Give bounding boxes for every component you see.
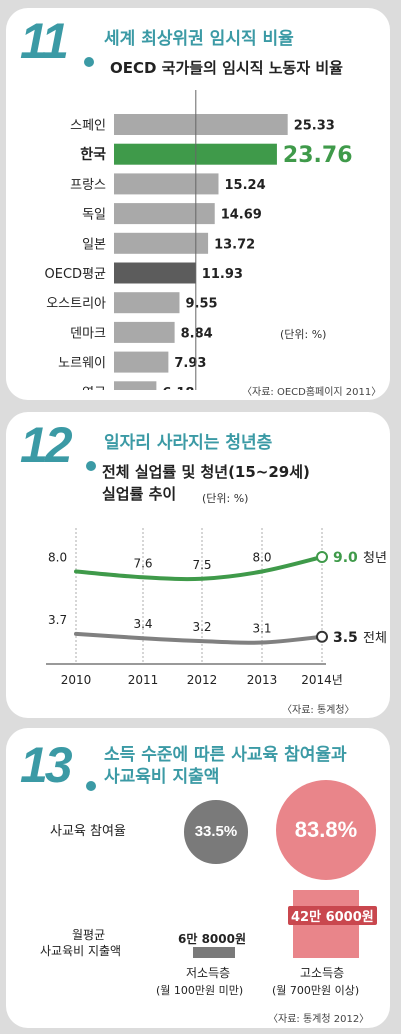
bar [114, 232, 209, 254]
section-12-card: 12 일자리 사라지는 청년층 전체 실업률 및 청년(15~29세) 실업률 … [6, 412, 390, 718]
section-11-unit: (단위: %) [280, 328, 327, 341]
section-12-title: 일자리 사라지는 청년층 [104, 433, 273, 453]
bar [114, 262, 196, 284]
youth-point-label: 8.0 [48, 551, 67, 565]
total-series-name: 전체 [363, 631, 387, 646]
low-income-sublabel: (월 100만원 미만) [156, 984, 244, 997]
total-point-label: 3.4 [133, 617, 152, 631]
section-12-subtitle-line2: 실업률 추이 [102, 485, 177, 503]
section-11-subtitle: OECD 국가들의 임시직 노동자 비율 [110, 59, 343, 77]
section-12-number: 12 [20, 417, 73, 473]
total-point-label: 3.2 [192, 620, 211, 634]
section-13-title-line2: 사교육비 지출액 [104, 767, 220, 787]
participation-rate-label: 사교육 참여율 [50, 824, 126, 839]
bar [114, 114, 288, 135]
high-income-sublabel: (월 700만원 이상) [272, 984, 360, 997]
total-series-line [74, 631, 324, 645]
bar [114, 351, 169, 373]
youth-series-line [74, 555, 324, 582]
bar-category-label: 프랑스 [70, 178, 106, 193]
bar-value-label: 9.55 [185, 297, 217, 312]
bar-value-label: 7.93 [174, 356, 206, 371]
total-end-point [316, 630, 328, 643]
section-11-card: 11 세계 최상위권 임시직 비율 OECD 국가들의 임시직 노동자 비율 스… [6, 8, 390, 400]
section-11-number: 11 [20, 13, 69, 69]
section-13-source: 〈자료: 통계청 2012〉 [268, 1014, 370, 1025]
low-income-rate-value: 33.5% [194, 823, 238, 841]
section-13-number: 13 [20, 737, 73, 793]
bar [114, 321, 175, 343]
bar [114, 292, 180, 314]
monthly-spend-label-line1: 월평균 [72, 928, 106, 942]
section-12-source: 〈자료: 통계청〉 [282, 705, 355, 716]
section-11-source: 〈자료: OECD홈페이지 2011〉 [242, 387, 382, 398]
total-point-label: 3.5 [333, 630, 358, 646]
youth-end-point [316, 551, 328, 563]
high-income-rate-value: 83.8% [294, 817, 358, 842]
bar-value-label: 13.72 [214, 237, 255, 252]
bar-value-label: 11.93 [202, 267, 243, 282]
youth-point-label: 8.0 [252, 551, 271, 565]
bar-value-label: 15.24 [225, 178, 266, 193]
section-12-number-dot [86, 461, 96, 471]
x-tick-label: 2012 [187, 673, 218, 687]
high-income-rate-circle: 83.8% [276, 780, 376, 880]
total-point-label: 3.7 [48, 613, 67, 627]
bar-category-label: 노르웨이 [58, 356, 106, 371]
bar-category-label: 스페인 [70, 119, 106, 134]
youth-point-label: 7.5 [192, 558, 211, 572]
section-13-card: 13 소득 수준에 따른 사교육 참여율과 사교육비 지출액 사교육 참여율 3… [6, 728, 390, 1028]
low-income-rate-circle: 33.5% [184, 800, 248, 864]
x-tick-label: 2011 [128, 673, 159, 687]
bar-value-label: 25.33 [294, 119, 335, 134]
x-tick-label: 2014년 [301, 673, 343, 687]
high-income-label: 고소득층 [300, 966, 345, 980]
bar-category-label: OECD평균 [45, 267, 106, 282]
bar-category-label: 덴마크 [70, 326, 106, 341]
temporary-worker-bar-chart: 스페인 25.33 한국 23.76 프랑스 15.24 독일 14.69 일본 13.72 OEC… [45, 90, 353, 390]
low-income-label: 저소득층 [186, 966, 231, 980]
section-13-number-dot [86, 781, 96, 791]
youth-series-name: 청년 [363, 551, 387, 566]
bar-category-label: 영국 [82, 386, 106, 390]
section-12-subtitle-line1: 전체 실업률 및 청년(15~29세) [102, 463, 310, 481]
bar [114, 203, 215, 225]
unemployment-line-chart: 2010 2011 2012 2013 2014년 8.0 7.6 7.5 8.0 9.0 청년 3.… [46, 528, 387, 687]
youth-point-label: 9.0 [333, 550, 358, 566]
section-11-title: 세계 최상위권 임시직 비율 [104, 29, 294, 49]
low-income-spend-bar [192, 947, 236, 958]
high-income-spend-value: 42만 6000원 [288, 906, 377, 925]
x-tick-label: 2010 [61, 673, 92, 687]
section-11-number-dot [84, 57, 94, 67]
bar [114, 173, 219, 195]
total-point-label: 3.1 [252, 622, 271, 636]
youth-point-label: 7.6 [133, 556, 152, 570]
bar-value-label: 8.84 [181, 326, 213, 341]
bar-value-label: 14.69 [221, 208, 262, 223]
bar-value-label: 23.76 [283, 143, 353, 168]
bar [114, 381, 157, 390]
bar-category-label: 일본 [82, 237, 106, 252]
monthly-spend-label-line2: 사교육비 지출액 [40, 944, 122, 958]
bar-category-label: 한국 [80, 147, 106, 163]
low-income-spend-value: 6만 8000원 [178, 932, 247, 946]
bar-category-label: 독일 [82, 208, 106, 223]
section-13-title-line1: 소득 수준에 따른 사교육 참여율과 [104, 745, 347, 765]
bar-value-label: 6.18 [162, 386, 194, 390]
section-12-unit: (단위: %) [202, 492, 249, 505]
bar-category-label: 오스트리아 [46, 297, 106, 312]
x-tick-label: 2013 [247, 673, 278, 687]
